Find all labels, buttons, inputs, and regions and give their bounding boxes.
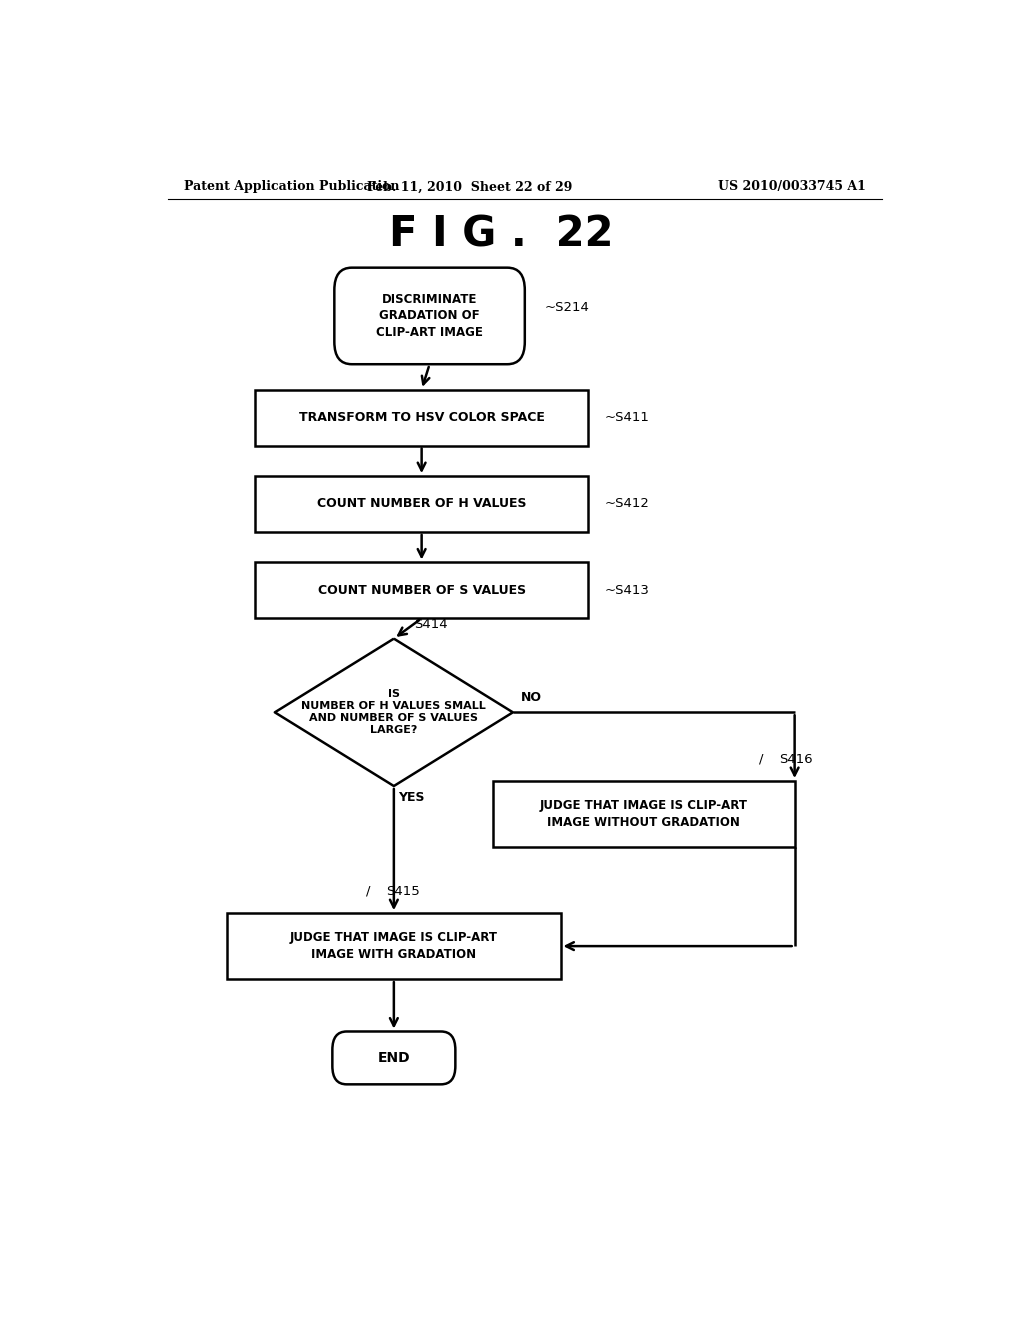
Text: ~S411: ~S411 bbox=[604, 411, 649, 424]
Text: S414: S414 bbox=[414, 618, 447, 631]
Text: S416: S416 bbox=[779, 752, 812, 766]
Text: JUDGE THAT IMAGE IS CLIP-ART
IMAGE WITHOUT GRADATION: JUDGE THAT IMAGE IS CLIP-ART IMAGE WITHO… bbox=[540, 799, 748, 829]
Text: S415: S415 bbox=[386, 884, 420, 898]
Text: YES: YES bbox=[397, 791, 424, 804]
Bar bbox=[494, 781, 795, 847]
FancyBboxPatch shape bbox=[333, 1031, 456, 1084]
Text: COUNT NUMBER OF H VALUES: COUNT NUMBER OF H VALUES bbox=[316, 498, 526, 511]
Bar bbox=[255, 389, 588, 446]
Bar bbox=[227, 913, 560, 979]
Text: IS
NUMBER OF H VALUES SMALL
AND NUMBER OF S VALUES
LARGE?: IS NUMBER OF H VALUES SMALL AND NUMBER O… bbox=[301, 689, 486, 735]
Text: COUNT NUMBER OF S VALUES: COUNT NUMBER OF S VALUES bbox=[317, 583, 525, 597]
Text: ~S413: ~S413 bbox=[604, 583, 649, 597]
Text: JUDGE THAT IMAGE IS CLIP-ART
IMAGE WITH GRADATION: JUDGE THAT IMAGE IS CLIP-ART IMAGE WITH … bbox=[290, 932, 498, 961]
Text: F I G .  22: F I G . 22 bbox=[389, 214, 613, 256]
Text: NO: NO bbox=[521, 692, 542, 704]
Text: /: / bbox=[367, 884, 371, 898]
FancyBboxPatch shape bbox=[334, 268, 524, 364]
Text: DISCRIMINATE
GRADATION OF
CLIP-ART IMAGE: DISCRIMINATE GRADATION OF CLIP-ART IMAGE bbox=[376, 293, 483, 339]
Bar bbox=[255, 562, 588, 618]
Text: US 2010/0033745 A1: US 2010/0033745 A1 bbox=[718, 181, 866, 193]
Text: Patent Application Publication: Patent Application Publication bbox=[183, 181, 399, 193]
Text: END: END bbox=[378, 1051, 411, 1065]
Text: /: / bbox=[759, 752, 764, 766]
Text: ~S412: ~S412 bbox=[604, 498, 649, 511]
Text: TRANSFORM TO HSV COLOR SPACE: TRANSFORM TO HSV COLOR SPACE bbox=[299, 411, 545, 424]
Text: ~S214: ~S214 bbox=[545, 301, 590, 314]
Bar bbox=[255, 477, 588, 532]
Text: Feb. 11, 2010  Sheet 22 of 29: Feb. 11, 2010 Sheet 22 of 29 bbox=[367, 181, 572, 193]
